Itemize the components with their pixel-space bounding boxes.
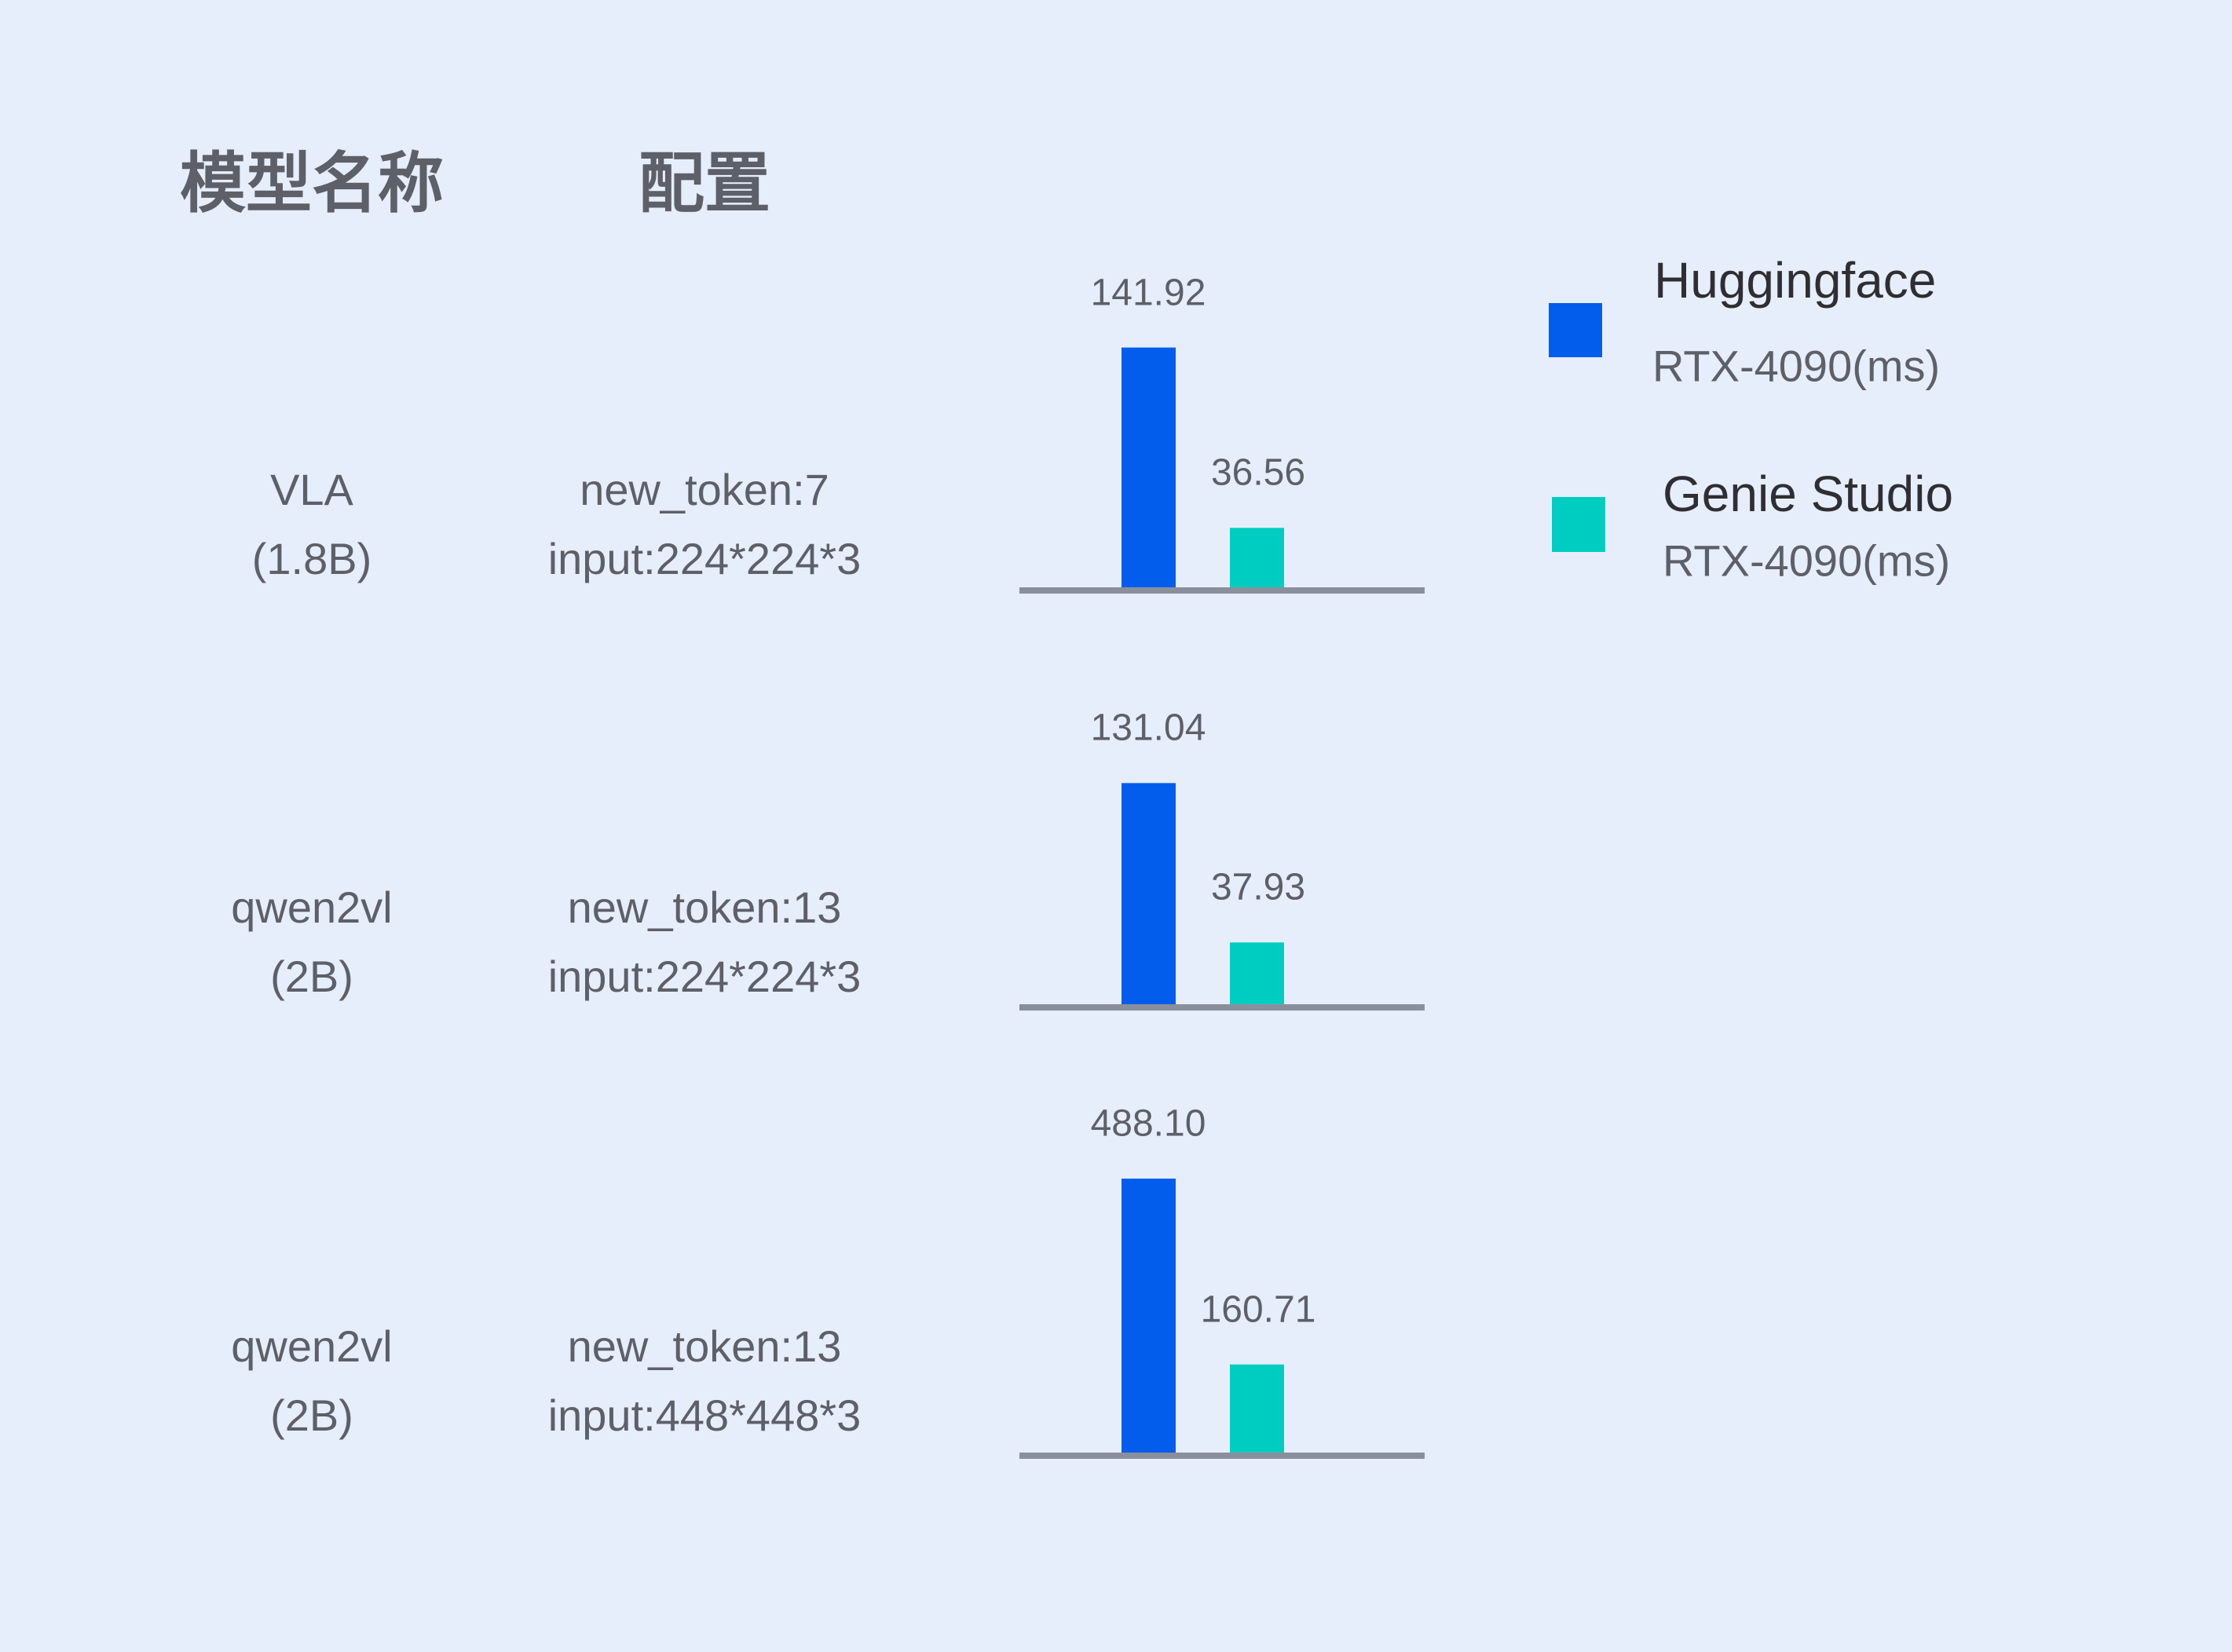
config-input: input:448*448*3 [547,1391,862,1440]
value-label-huggingface: 488.10 [1090,1102,1206,1145]
config-input: input:224*224*3 [547,534,862,583]
model-size: (2B) [270,1391,353,1440]
legend-sub-huggingface: RTX-4090(ms) [1652,341,1941,391]
bar-genie-studio [1230,528,1284,590]
baseline-axis [1019,1453,1425,1459]
value-label-genie-studio: 160.71 [1200,1288,1316,1331]
bar-genie-studio [1230,942,1284,1007]
value-label-huggingface: 131.04 [1090,707,1206,749]
bar-huggingface [1121,347,1176,594]
model-cell: VLA (1.8B) [252,455,372,594]
config-cell: new_token:7 input:224*224*3 [548,455,862,594]
model-name: VLA [270,465,353,514]
legend-swatch-huggingface [1549,303,1602,357]
bar-genie-studio [1230,1364,1284,1456]
legend-sub-genie-studio: RTX-4090(ms) [1663,535,1951,586]
value-label-genie-studio: 37.93 [1210,866,1306,908]
config-tokens: new_token:13 [567,883,842,932]
legend-swatch-genie-studio [1552,497,1605,552]
legend-title-huggingface: Huggingface [1654,252,1937,309]
model-cell: qwen2vl (2B) [231,873,392,1011]
header-model-name: 模型名称 [179,144,445,222]
baseline-axis [1019,1004,1425,1011]
value-label-genie-studio: 36.56 [1210,451,1306,494]
model-name: qwen2vl [231,883,393,932]
config-input: input:224*224*3 [547,952,862,1001]
config-tokens: new_token:13 [567,1321,842,1371]
bar-huggingface [1121,783,1176,1011]
model-size: (1.8B) [251,534,372,583]
legend-title-genie-studio: Genie Studio [1663,466,1954,522]
model-cell: qwen2vl (2B) [231,1312,392,1450]
header-config: 配置 [638,144,771,222]
config-cell: new_token:13 input:224*224*3 [548,873,862,1011]
model-name: qwen2vl [231,1321,393,1371]
model-size: (2B) [270,952,353,1001]
bar-huggingface [1121,1179,1176,1459]
config-cell: new_token:13 input:448*448*3 [548,1312,862,1450]
value-label-huggingface: 141.92 [1090,272,1206,314]
baseline-axis [1019,587,1425,594]
config-tokens: new_token:7 [580,465,829,514]
